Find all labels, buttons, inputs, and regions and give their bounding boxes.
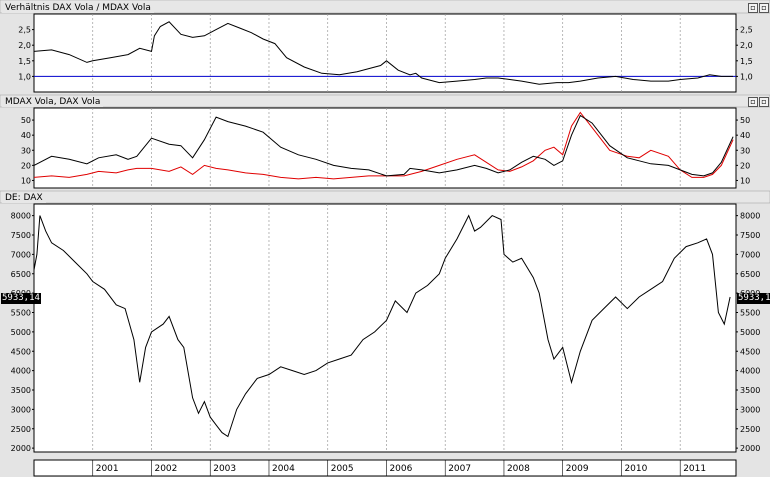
y-tick-label-left: 1,5 xyxy=(18,57,31,66)
y-tick-label-left: 2500 xyxy=(11,425,31,434)
y-tick-label-left: 40 xyxy=(21,131,31,140)
y-tick-label-right: 1,5 xyxy=(740,57,753,66)
y-tick-label-left: 3000 xyxy=(11,405,31,414)
y-tick-label-right: 6500 xyxy=(740,270,760,279)
panel-header-2 xyxy=(0,190,770,204)
y-tick-label-left: 7500 xyxy=(11,231,31,240)
y-tick-label-right: 5000 xyxy=(740,328,760,337)
year-label: 2002 xyxy=(154,464,177,474)
y-tick-label-right: 1,0 xyxy=(740,72,753,81)
y-tick-label-right: 50 xyxy=(740,116,750,125)
year-label: 2005 xyxy=(331,464,354,474)
y-tick-label-right: 3000 xyxy=(740,405,760,414)
year-label: 2007 xyxy=(448,464,471,474)
y-tick-label-right: 2,0 xyxy=(740,41,753,50)
y-tick-label-left: 7000 xyxy=(11,250,31,259)
year-label: 2004 xyxy=(272,464,295,474)
series-line-dax xyxy=(33,214,731,438)
y-tick-label-left: 30 xyxy=(21,146,31,155)
year-label: 2010 xyxy=(624,464,647,474)
y-tick-label-right: 2,5 xyxy=(740,26,753,35)
panel-frame-0 xyxy=(33,13,737,93)
ratio-maximize-button[interactable]: ▫ xyxy=(759,3,769,13)
y-tick-label-left: 2,0 xyxy=(18,41,31,50)
y-tick-label-left: 5500 xyxy=(11,309,31,318)
y-tick-label-left: 2,5 xyxy=(18,26,31,35)
y-tick-label-right: 4000 xyxy=(740,367,760,376)
vola-minimize-button[interactable]: ▫ xyxy=(748,97,758,107)
ratio-panel-title: Verhältnis DAX Vola / MDAX Vola xyxy=(2,3,154,13)
series-line-ratio xyxy=(33,21,734,85)
series-line-mdax-vola xyxy=(33,111,734,180)
year-label: 2006 xyxy=(389,464,412,474)
y-tick-label-left: 4000 xyxy=(11,367,31,376)
y-tick-label-right: 2000 xyxy=(740,444,760,453)
y-tick-label-left: 10 xyxy=(21,176,31,185)
y-tick-label-right: 5500 xyxy=(740,309,760,318)
y-tick-label-right: 40 xyxy=(740,131,750,140)
series-line-dax-vola xyxy=(33,114,734,177)
y-tick-label-right: 2500 xyxy=(740,425,760,434)
dax-panel-title: DE: DAX xyxy=(2,193,46,203)
y-tick-label-right: 7500 xyxy=(740,231,760,240)
panel-frame-1 xyxy=(33,107,737,189)
panel-frame-2 xyxy=(33,203,737,453)
y-tick-label-left: 20 xyxy=(21,161,31,170)
year-label: 2008 xyxy=(507,464,530,474)
panel-header-1 xyxy=(0,94,770,108)
year-label: 2011 xyxy=(683,464,706,474)
y-tick-label-right: 4500 xyxy=(740,347,760,356)
y-tick-label-right: 7000 xyxy=(740,250,760,259)
y-tick-label-left: 5000 xyxy=(11,328,31,337)
vola-panel-title: MDAX Vola, DAX Vola xyxy=(2,97,104,107)
vola-maximize-button[interactable]: ▫ xyxy=(759,97,769,107)
y-tick-label-left: 3500 xyxy=(11,386,31,395)
year-label: 2003 xyxy=(213,464,236,474)
y-tick-label-left: 6500 xyxy=(11,270,31,279)
ratio-minimize-button[interactable]: ▫ xyxy=(748,3,758,13)
y-tick-label-right: 3500 xyxy=(740,386,760,395)
y-tick-label-left: 50 xyxy=(21,116,31,125)
y-tick-label-left: 4500 xyxy=(11,347,31,356)
dax-last-value-right: 5933,14 xyxy=(737,293,770,304)
year-label: 2001 xyxy=(96,464,119,474)
year-label: 2009 xyxy=(566,464,589,474)
panel-header-0 xyxy=(0,0,770,14)
y-tick-label-left: 1,0 xyxy=(18,72,31,81)
y-tick-label-right: 10 xyxy=(740,176,750,185)
y-tick-label-left: 8000 xyxy=(11,212,31,221)
dax-last-value-left: 5933,14 xyxy=(1,293,41,304)
y-tick-label-left: 2000 xyxy=(11,444,31,453)
x-axis-bar xyxy=(33,459,737,477)
y-tick-label-right: 8000 xyxy=(740,212,760,221)
y-tick-label-right: 20 xyxy=(740,161,750,170)
y-tick-label-right: 30 xyxy=(740,146,750,155)
